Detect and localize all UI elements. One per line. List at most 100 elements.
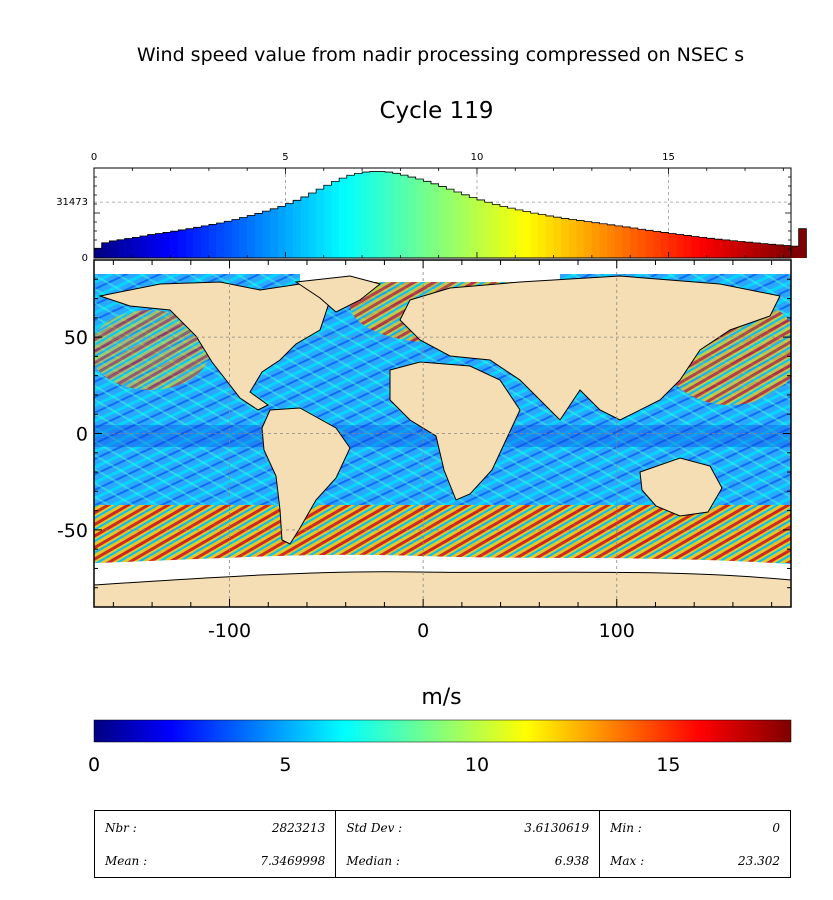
map-y-tick-label: 0 — [76, 424, 88, 446]
histogram-bar — [545, 215, 554, 258]
southern-ocean-high-wind — [94, 505, 791, 563]
histogram-bar — [231, 219, 240, 258]
histogram-bar — [346, 175, 355, 258]
colorbar-tick-label: 10 — [465, 754, 489, 776]
map-grid — [94, 260, 791, 607]
histogram-bar — [400, 175, 409, 258]
histogram-bar — [699, 237, 708, 258]
histogram-bar — [530, 213, 539, 258]
histogram-bar — [323, 185, 332, 258]
histogram-bar — [239, 217, 248, 258]
map-x-tick-label: 0 — [417, 620, 429, 642]
histogram-bar — [591, 222, 600, 258]
chart-title: Wind speed value from nadir processing c… — [136, 44, 745, 66]
median-value: 6.938 — [554, 853, 590, 868]
histogram-bar — [300, 196, 309, 258]
map-ticks: -100 0 100 50 0 -50 — [57, 260, 791, 642]
map-y-tick-label: -50 — [57, 520, 88, 542]
histogram-bar — [453, 191, 462, 258]
figure-canvas: 0 5 10 15 0 31473 — [56, 152, 807, 776]
north-america — [98, 281, 331, 411]
histogram-bar — [316, 189, 325, 258]
histogram-bar — [630, 228, 639, 258]
africa — [389, 361, 521, 501]
histogram-bar — [507, 208, 516, 258]
std-value: 3.6130619 — [524, 820, 590, 835]
max-label: Max : — [599, 844, 689, 878]
histogram-bar — [568, 219, 577, 258]
histogram-bar — [385, 172, 394, 258]
histogram-bar — [745, 242, 754, 258]
histogram-bar — [354, 173, 363, 258]
histogram-bar — [224, 221, 233, 258]
histogram-bar — [162, 232, 171, 258]
histogram-y-tick-label: 31473 — [56, 197, 88, 208]
histogram-bar — [576, 220, 585, 258]
histogram-bar — [139, 235, 148, 258]
histogram-bar — [614, 225, 623, 258]
histogram-bar — [553, 217, 562, 258]
histogram-bar — [492, 204, 501, 258]
colorbar: 0 5 10 15 — [88, 719, 792, 776]
histogram-bar — [285, 203, 294, 258]
histogram-bar — [438, 186, 447, 258]
histogram-bar — [254, 213, 263, 258]
histogram-bar — [660, 232, 669, 258]
colorbar-tick-label: 0 — [88, 754, 100, 776]
histogram-bars — [93, 171, 807, 258]
histogram-x-tick-label: 0 — [91, 152, 97, 163]
histogram-bar — [561, 218, 570, 258]
histogram-bar — [362, 172, 371, 258]
mean-label: Mean : — [105, 853, 148, 868]
histogram-bar — [469, 197, 478, 258]
mean-value: 7.3469998 — [260, 853, 326, 868]
histogram-panel: 0 5 10 15 0 31473 — [56, 152, 807, 264]
histogram-y-tick-label: 0 — [82, 253, 88, 264]
statistics-table: Nbr : 2823213 Std Dev : 3.6130619 Min : … — [94, 810, 791, 878]
histogram-bar — [262, 211, 271, 258]
histogram-bar — [446, 189, 455, 258]
histogram-bar — [791, 246, 799, 258]
histogram-bar — [538, 214, 547, 258]
histogram-bar — [768, 244, 776, 258]
histogram-bar — [109, 240, 118, 258]
map-x-tick-label: 100 — [599, 620, 635, 642]
histogram-bar — [653, 231, 662, 258]
histogram-outline — [93, 171, 807, 258]
histogram-bar — [722, 239, 731, 258]
chart-subtitle: Cycle 119 — [379, 98, 494, 124]
histogram-bar — [270, 208, 279, 258]
histogram-bar — [277, 206, 286, 258]
histogram-bar — [706, 238, 715, 258]
colorbar-label: m/s — [421, 685, 462, 710]
histogram-bar — [676, 234, 685, 258]
histogram-bar — [201, 225, 210, 258]
map-x-tick-label: -100 — [208, 620, 251, 642]
histogram-bar — [645, 230, 654, 258]
histogram-bar — [331, 181, 340, 258]
histogram-bar — [691, 236, 700, 258]
histogram-bar — [124, 238, 133, 258]
histogram-bar — [775, 244, 784, 258]
histogram-bar — [783, 245, 792, 258]
histogram-bar — [392, 173, 401, 258]
histogram-bar — [147, 234, 156, 258]
greenland — [294, 275, 382, 313]
histogram-x-tick-label: 10 — [471, 152, 484, 163]
histogram-bar — [714, 239, 723, 258]
histogram-bar — [668, 233, 677, 258]
histogram-bar — [637, 229, 646, 258]
histogram-bar — [415, 179, 424, 258]
nbr-value: 2823213 — [271, 820, 326, 835]
histogram-bar — [185, 228, 194, 258]
std-label: Std Dev : — [335, 810, 461, 844]
min-label: Min : — [599, 810, 689, 844]
histogram-bar — [339, 178, 348, 258]
histogram-bar — [515, 209, 524, 258]
histogram-bar — [101, 242, 110, 258]
colorbar-ticks: 0 5 10 15 — [88, 754, 681, 776]
histogram-bar — [499, 206, 508, 258]
histogram-bar — [461, 194, 470, 258]
histogram-bar — [622, 226, 631, 258]
median-label: Median : — [335, 844, 461, 878]
